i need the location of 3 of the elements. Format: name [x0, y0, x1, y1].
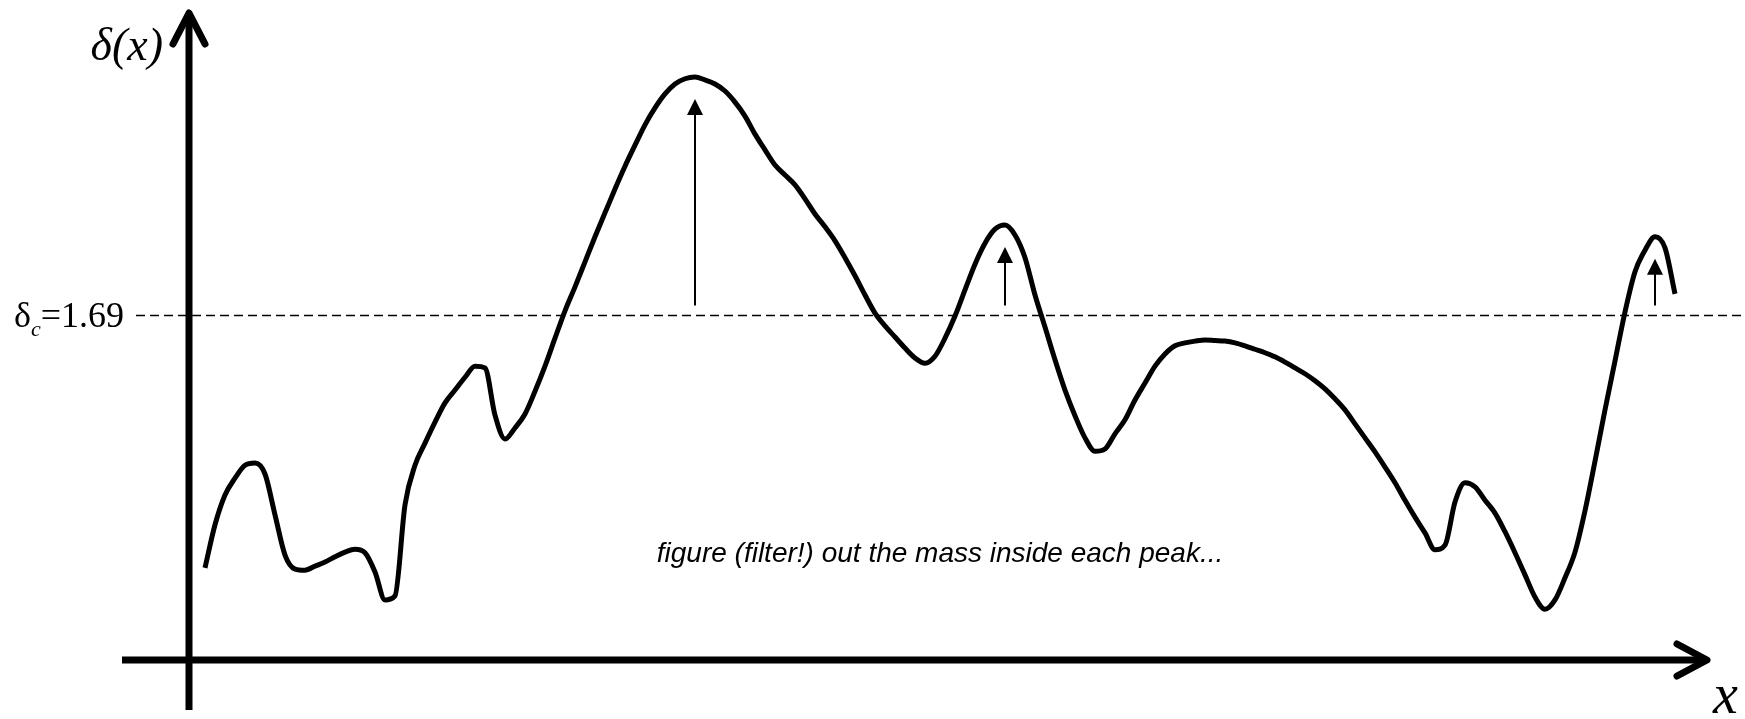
annotation: figure (filter!) out the mass inside each peak... — [656, 537, 1224, 568]
y-axis-title: δ(x) — [90, 19, 163, 70]
x-axis-title: x — [1712, 663, 1738, 719]
